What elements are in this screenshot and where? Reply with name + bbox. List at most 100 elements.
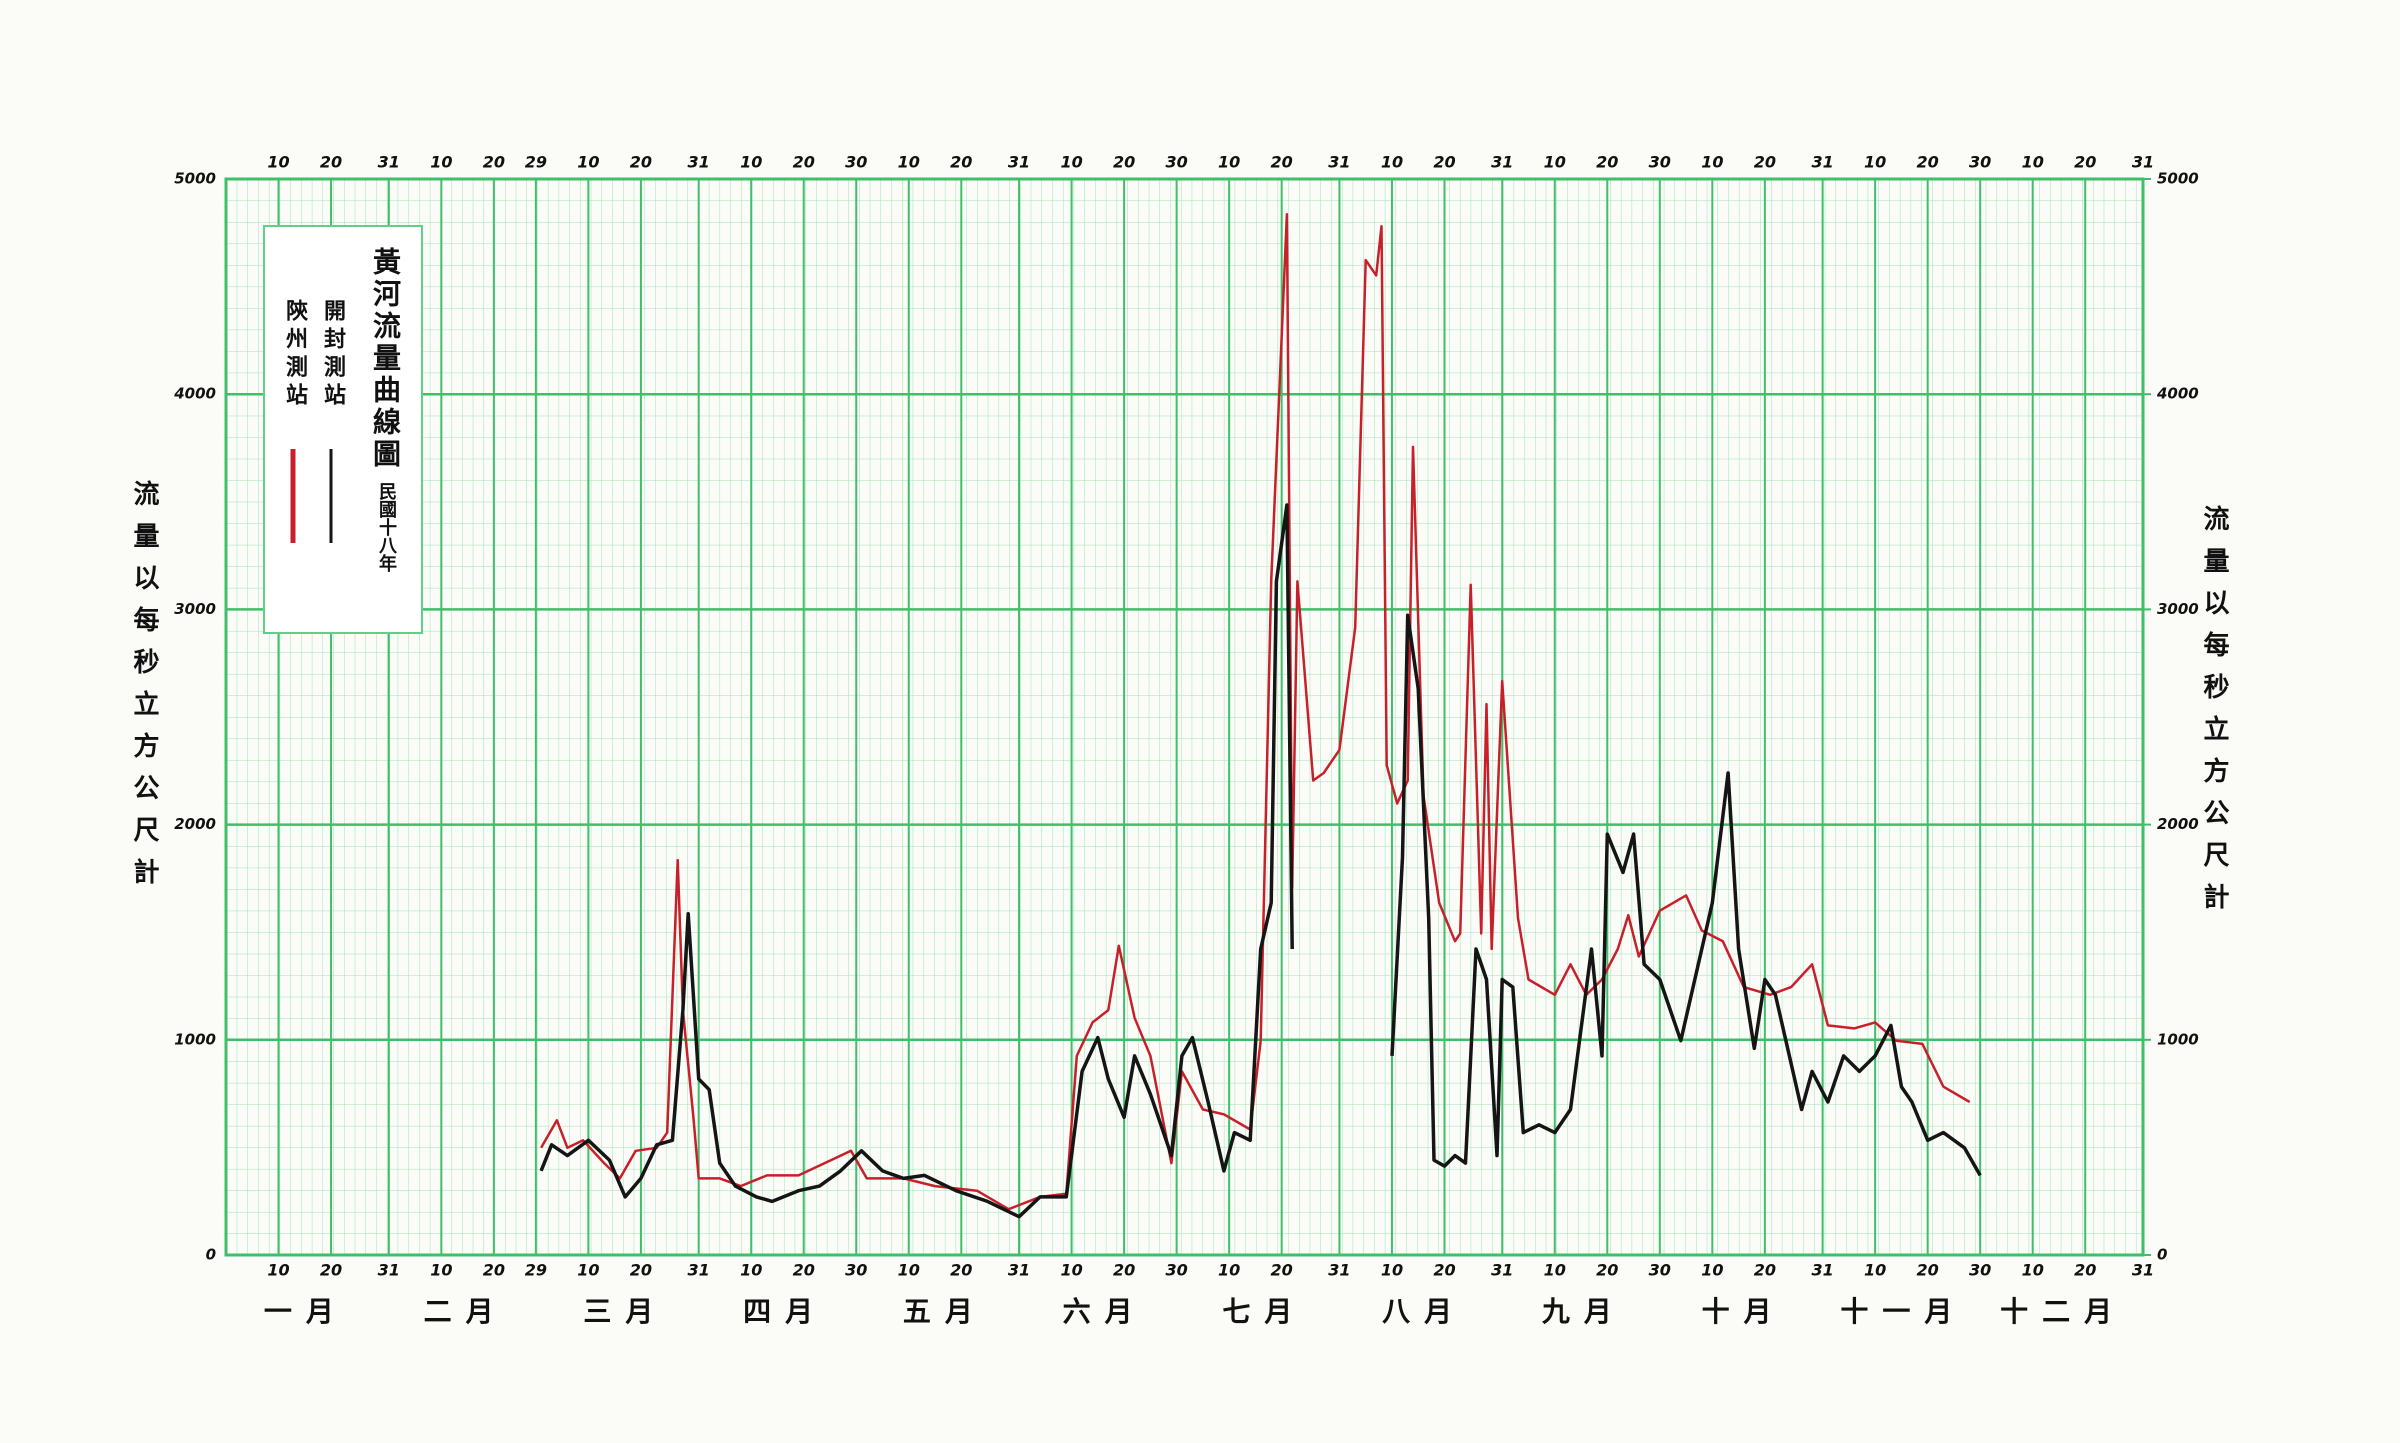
x-tick-label: 30 <box>1969 1261 1991 1280</box>
x-tick-label: 20 <box>1596 1261 1618 1280</box>
x-tick-label: 20 <box>1271 1261 1293 1280</box>
x-tick-label: 29 <box>525 1261 547 1280</box>
chart-title: 黃河流量曲線圖 <box>369 247 402 471</box>
month-label: 十二月 <box>2000 1295 2126 1328</box>
y2-tick-label: 4000 <box>2156 385 2199 403</box>
x-tick-label: 31 <box>688 1261 710 1280</box>
x-tick-label-top: 20 <box>1917 153 1939 172</box>
x-tick-label: 10 <box>2022 1261 2044 1280</box>
x-tick-label-top: 30 <box>845 153 867 172</box>
month-label: 七月 <box>1222 1295 1306 1328</box>
x-tick-label: 20 <box>950 1261 972 1280</box>
x-tick-label: 20 <box>1917 1261 1939 1280</box>
minor-grid <box>226 179 2143 1255</box>
x-tick-label-top: 20 <box>1433 153 1455 172</box>
x-tick-label: 20 <box>483 1261 505 1280</box>
x-tick-label: 31 <box>1811 1261 1833 1280</box>
y2-tick-label: 2000 <box>2157 815 2199 833</box>
x-tick-label-top: 10 <box>1544 153 1566 172</box>
y2-tick-label: 5000 <box>2157 170 2199 188</box>
x-tick-label: 20 <box>1113 1261 1135 1280</box>
x-tick-label-top: 31 <box>378 153 400 172</box>
x-tick-label-top: 31 <box>2132 153 2154 172</box>
x-tick-label: 31 <box>2132 1261 2154 1280</box>
x-tick-label-top: 30 <box>1969 153 1991 172</box>
x-tick-label: 20 <box>2074 1261 2096 1280</box>
x-tick-label-top: 20 <box>320 153 342 172</box>
data-line <box>539 503 1982 1219</box>
x-tick-label: 10 <box>1060 1261 1082 1280</box>
x-tick-label-top: 10 <box>1218 153 1240 172</box>
x-tick-label: 20 <box>320 1261 342 1280</box>
x-tick-label-top: 10 <box>1701 153 1723 172</box>
y-tick-label: 2000 <box>174 815 216 833</box>
x-tick-label-top: 30 <box>1649 153 1671 172</box>
legend-swatches <box>290 449 333 543</box>
x-tick-label: 10 <box>1381 1261 1403 1280</box>
month-label: 九月 <box>1542 1295 1626 1328</box>
x-tick-label: 10 <box>898 1261 920 1280</box>
x-tick-label-top: 10 <box>740 153 762 172</box>
x-tick-label-top: 31 <box>1491 153 1513 172</box>
x-tick-label: 10 <box>267 1261 289 1280</box>
x-tick-label-top: 20 <box>630 153 652 172</box>
month-label: 八月 <box>1382 1295 1466 1328</box>
x-tick-label: 20 <box>630 1261 652 1280</box>
x-tick-label-top: 30 <box>1165 153 1187 172</box>
y-axis-title: 流量以每秒立方公尺計 <box>129 480 159 900</box>
x-tick-label-top: 10 <box>577 153 599 172</box>
x-tick-label-top: 20 <box>1271 153 1293 172</box>
y-tick-label: 4000 <box>173 385 216 403</box>
x-tick-label: 31 <box>1008 1261 1030 1280</box>
month-label: 十月 <box>1702 1295 1786 1328</box>
legend-label: 陝州測站 <box>282 299 308 411</box>
x-tick-label-top: 20 <box>1113 153 1135 172</box>
x-tick-label-top: 20 <box>950 153 972 172</box>
x-tick-label: 10 <box>1218 1261 1240 1280</box>
x-tick-label-top: 31 <box>688 153 710 172</box>
x-tick-label: 20 <box>1754 1261 1776 1280</box>
month-label: 一月 <box>264 1295 348 1328</box>
x-tick-label: 10 <box>1544 1261 1566 1280</box>
x-tick-label: 10 <box>1864 1261 1886 1280</box>
x-tick-label: 20 <box>1433 1261 1455 1280</box>
month-label: 二月 <box>424 1295 508 1328</box>
x-tick-label-top: 20 <box>793 153 815 172</box>
chart-subtitle: 民國十八年 <box>376 482 397 572</box>
x-tick-label: 31 <box>1328 1261 1350 1280</box>
y2-tick-label: 1000 <box>2157 1030 2199 1048</box>
x-tick-label-top: 10 <box>267 153 289 172</box>
legend: 黃河流量曲線圖 民國十八年 開封測站 陝州測站 <box>263 225 423 634</box>
month-label: 五月 <box>903 1295 987 1328</box>
x-tick-label: 10 <box>740 1261 762 1280</box>
x-tick-label: 31 <box>378 1261 400 1280</box>
x-tick-label-top: 10 <box>1381 153 1403 172</box>
y2-axis-title: 流量以每秒立方公尺計 <box>2199 505 2229 925</box>
month-label: 四月 <box>743 1295 827 1328</box>
x-tick-label-top: 20 <box>1596 153 1618 172</box>
month-label: 十一月 <box>1840 1295 1966 1328</box>
x-tick-label-top: 31 <box>1811 153 1833 172</box>
month-label: 六月 <box>1063 1295 1147 1328</box>
month-label: 三月 <box>583 1295 667 1328</box>
x-tick-label-top: 10 <box>898 153 920 172</box>
x-tick-label-top: 29 <box>525 153 547 172</box>
data-line <box>540 213 1971 1211</box>
x-tick-label-top: 10 <box>2022 153 2044 172</box>
x-tick-label: 10 <box>577 1261 599 1280</box>
x-tick-label-top: 10 <box>1060 153 1082 172</box>
x-tick-label-top: 31 <box>1008 153 1030 172</box>
x-tick-label: 30 <box>1165 1261 1187 1280</box>
x-tick-label-top: 20 <box>483 153 505 172</box>
x-tick-label: 10 <box>430 1261 452 1280</box>
x-tick-label: 30 <box>1649 1261 1671 1280</box>
x-tick-label-top: 10 <box>1864 153 1886 172</box>
x-tick-label: 31 <box>1491 1261 1513 1280</box>
x-tick-label-top: 20 <box>2074 153 2096 172</box>
x-tick-label-top: 10 <box>430 153 452 172</box>
legend-label: 開封測站 <box>320 299 346 411</box>
y-tick-label: 3000 <box>174 600 216 618</box>
y2-tick-label: 0 <box>2157 1246 2167 1264</box>
